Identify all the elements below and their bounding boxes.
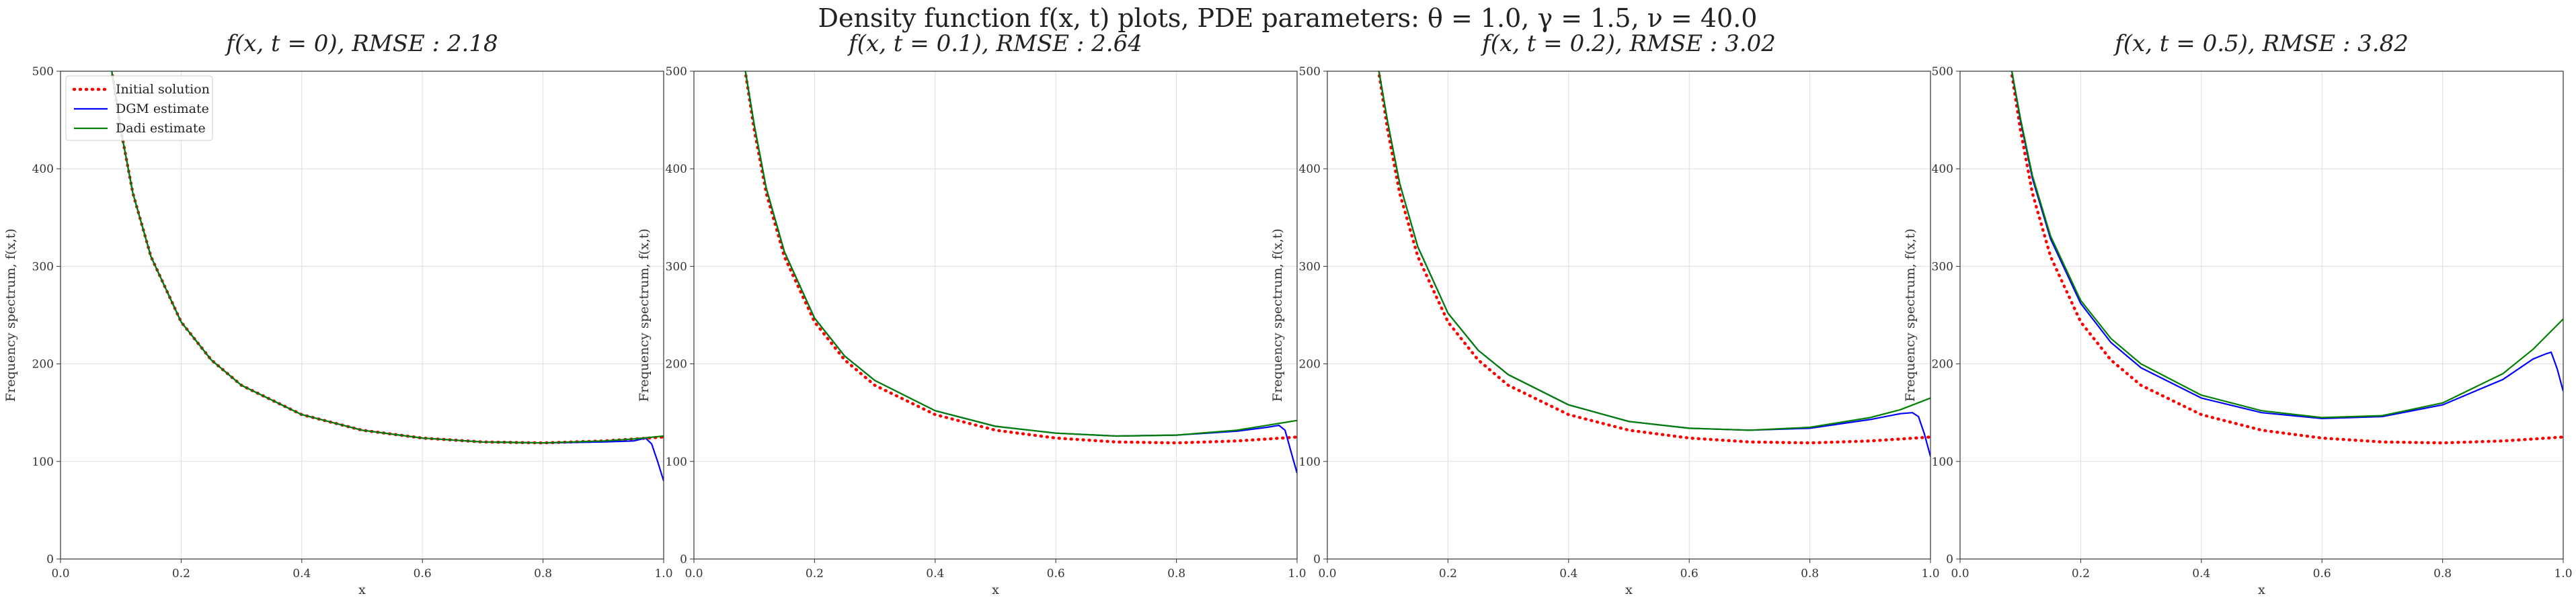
y-tick-label: 400: [1932, 163, 1953, 176]
x-tick-label: 0.8: [2433, 567, 2452, 580]
series-line-initial-solution: [2009, 71, 2563, 445]
y-tick-label: 100: [666, 456, 687, 469]
x-axis-label: x: [2258, 583, 2265, 597]
y-tick-label: 0: [46, 553, 54, 566]
y-tick-label: 400: [666, 163, 687, 176]
y-tick-label: 500: [32, 65, 54, 79]
y-tick-label: 0: [1313, 553, 1321, 566]
y-tick-label: 0: [680, 553, 687, 566]
x-tick-label: 0.2: [172, 567, 190, 580]
y-tick-label: 500: [1932, 65, 1953, 79]
y-axis-label: Frequency spectrum, f(x,t): [637, 228, 652, 402]
legend-label: Dadi estimate: [116, 121, 206, 136]
x-tick-label: 0.4: [926, 567, 944, 580]
legend-label: DGM estimate: [116, 101, 209, 116]
series-line-initial-solution: [1376, 71, 1930, 445]
panel-title: f(x, t = 0), RMSE : 2.18: [224, 30, 498, 57]
x-axis-label: x: [1625, 583, 1633, 597]
y-tick-label: 200: [666, 358, 687, 372]
x-tick-label: 0.0: [685, 567, 703, 580]
x-axis-label: x: [992, 583, 999, 597]
series-line-dadi-estimate: [744, 71, 1297, 437]
series-line-dgm-estimate: [1378, 71, 1930, 457]
y-tick-label: 300: [1932, 260, 1953, 273]
series-line-dgm-estimate: [2011, 71, 2563, 420]
y-axis-label: Frequency spectrum, f(x,t): [1270, 228, 1285, 402]
x-tick-label: 0.6: [1680, 567, 1699, 580]
x-tick-label: 0.0: [1318, 567, 1336, 580]
y-axis-label: Frequency spectrum, f(x,t): [3, 228, 18, 402]
panel-title: f(x, t = 0.2), RMSE : 3.02: [1480, 30, 1776, 57]
y-tick-label: 300: [32, 260, 54, 273]
y-tick-label: 400: [32, 163, 54, 176]
x-tick-label: 0.2: [806, 567, 824, 580]
y-tick-label: 300: [1299, 260, 1321, 273]
y-tick-label: 500: [666, 65, 687, 79]
series-line-dadi-estimate: [111, 71, 664, 444]
y-tick-label: 0: [1946, 553, 1953, 566]
series-line-dadi-estimate: [2011, 71, 2563, 419]
x-tick-label: 0.4: [2192, 567, 2210, 580]
panel-title: f(x, t = 0.1), RMSE : 2.64: [847, 30, 1142, 57]
panel-3: 0.0 0.2 0.4 0.6 0.8 1.0 0 100 200 300 400 500 f(x, t…: [1270, 30, 1940, 597]
x-tick-label: 0.4: [292, 567, 311, 580]
series-line-dadi-estimate: [1378, 71, 1930, 431]
plot-frame: [60, 71, 664, 560]
y-tick-label: 200: [1932, 358, 1953, 372]
x-tick-label: 0.2: [1439, 567, 1457, 580]
x-tick-label: 1.0: [1921, 567, 1939, 580]
x-tick-label: 0.8: [1801, 567, 1819, 580]
x-tick-label: 1.0: [1288, 567, 1306, 580]
x-tick-label: 0.0: [51, 567, 69, 580]
panel-title: f(x, t = 0.5), RMSE : 3.82: [2113, 30, 2409, 57]
x-tick-label: 0.0: [1951, 567, 1969, 580]
x-tick-label: 0.2: [2072, 567, 2090, 580]
panel-2: 0.0 0.2 0.4 0.6 0.8 1.0 0 100 200 300 400 500 f(x, t…: [637, 30, 1306, 597]
x-tick-label: 0.8: [534, 567, 552, 580]
panels-group: 0.0 0.2 0.4 0.6 0.8 1.0 0 100 200 300 400 500 f(x, t…: [3, 30, 2573, 597]
plot-frame: [1959, 71, 2564, 560]
x-tick-label: 1.0: [654, 567, 672, 580]
series-line-dgm-estimate: [744, 71, 1297, 474]
panel-1: 0.0 0.2 0.4 0.6 0.8 1.0 0 100 200 300 400 500 f(x, t…: [3, 30, 673, 597]
y-axis-label: Frequency spectrum, f(x,t): [1903, 228, 1918, 402]
series-line-initial-solution: [743, 71, 1297, 445]
y-tick-label: 200: [1299, 358, 1321, 372]
legend-box: [65, 75, 213, 141]
figure-suptitle: Density function f(x, t) plots, PDE para…: [818, 3, 1758, 33]
y-tick-label: 500: [1299, 65, 1321, 79]
x-tick-label: 0.6: [1047, 567, 1065, 580]
plot-frame: [1327, 71, 1931, 560]
plot-frame: [693, 71, 1298, 560]
y-tick-label: 100: [1932, 456, 1953, 469]
y-tick-label: 300: [666, 260, 687, 273]
legend-label: Initial solution: [116, 82, 210, 97]
x-tick-label: 0.8: [1167, 567, 1185, 580]
y-tick-label: 400: [1299, 163, 1321, 176]
panel-4: 0.0 0.2 0.4 0.6 0.8 1.0 0 100 200 300 400 500 f(x, t…: [1903, 30, 2573, 597]
y-tick-label: 100: [32, 456, 54, 469]
x-tick-label: 1.0: [2554, 567, 2572, 580]
x-tick-label: 0.4: [1559, 567, 1577, 580]
x-tick-label: 0.6: [414, 567, 432, 580]
y-tick-label: 100: [1299, 456, 1321, 469]
x-tick-label: 0.6: [2313, 567, 2331, 580]
x-axis-label: x: [358, 583, 366, 597]
y-tick-label: 200: [32, 358, 54, 372]
legend: Initial solution DGM estimate Dadi estimat…: [65, 75, 213, 141]
